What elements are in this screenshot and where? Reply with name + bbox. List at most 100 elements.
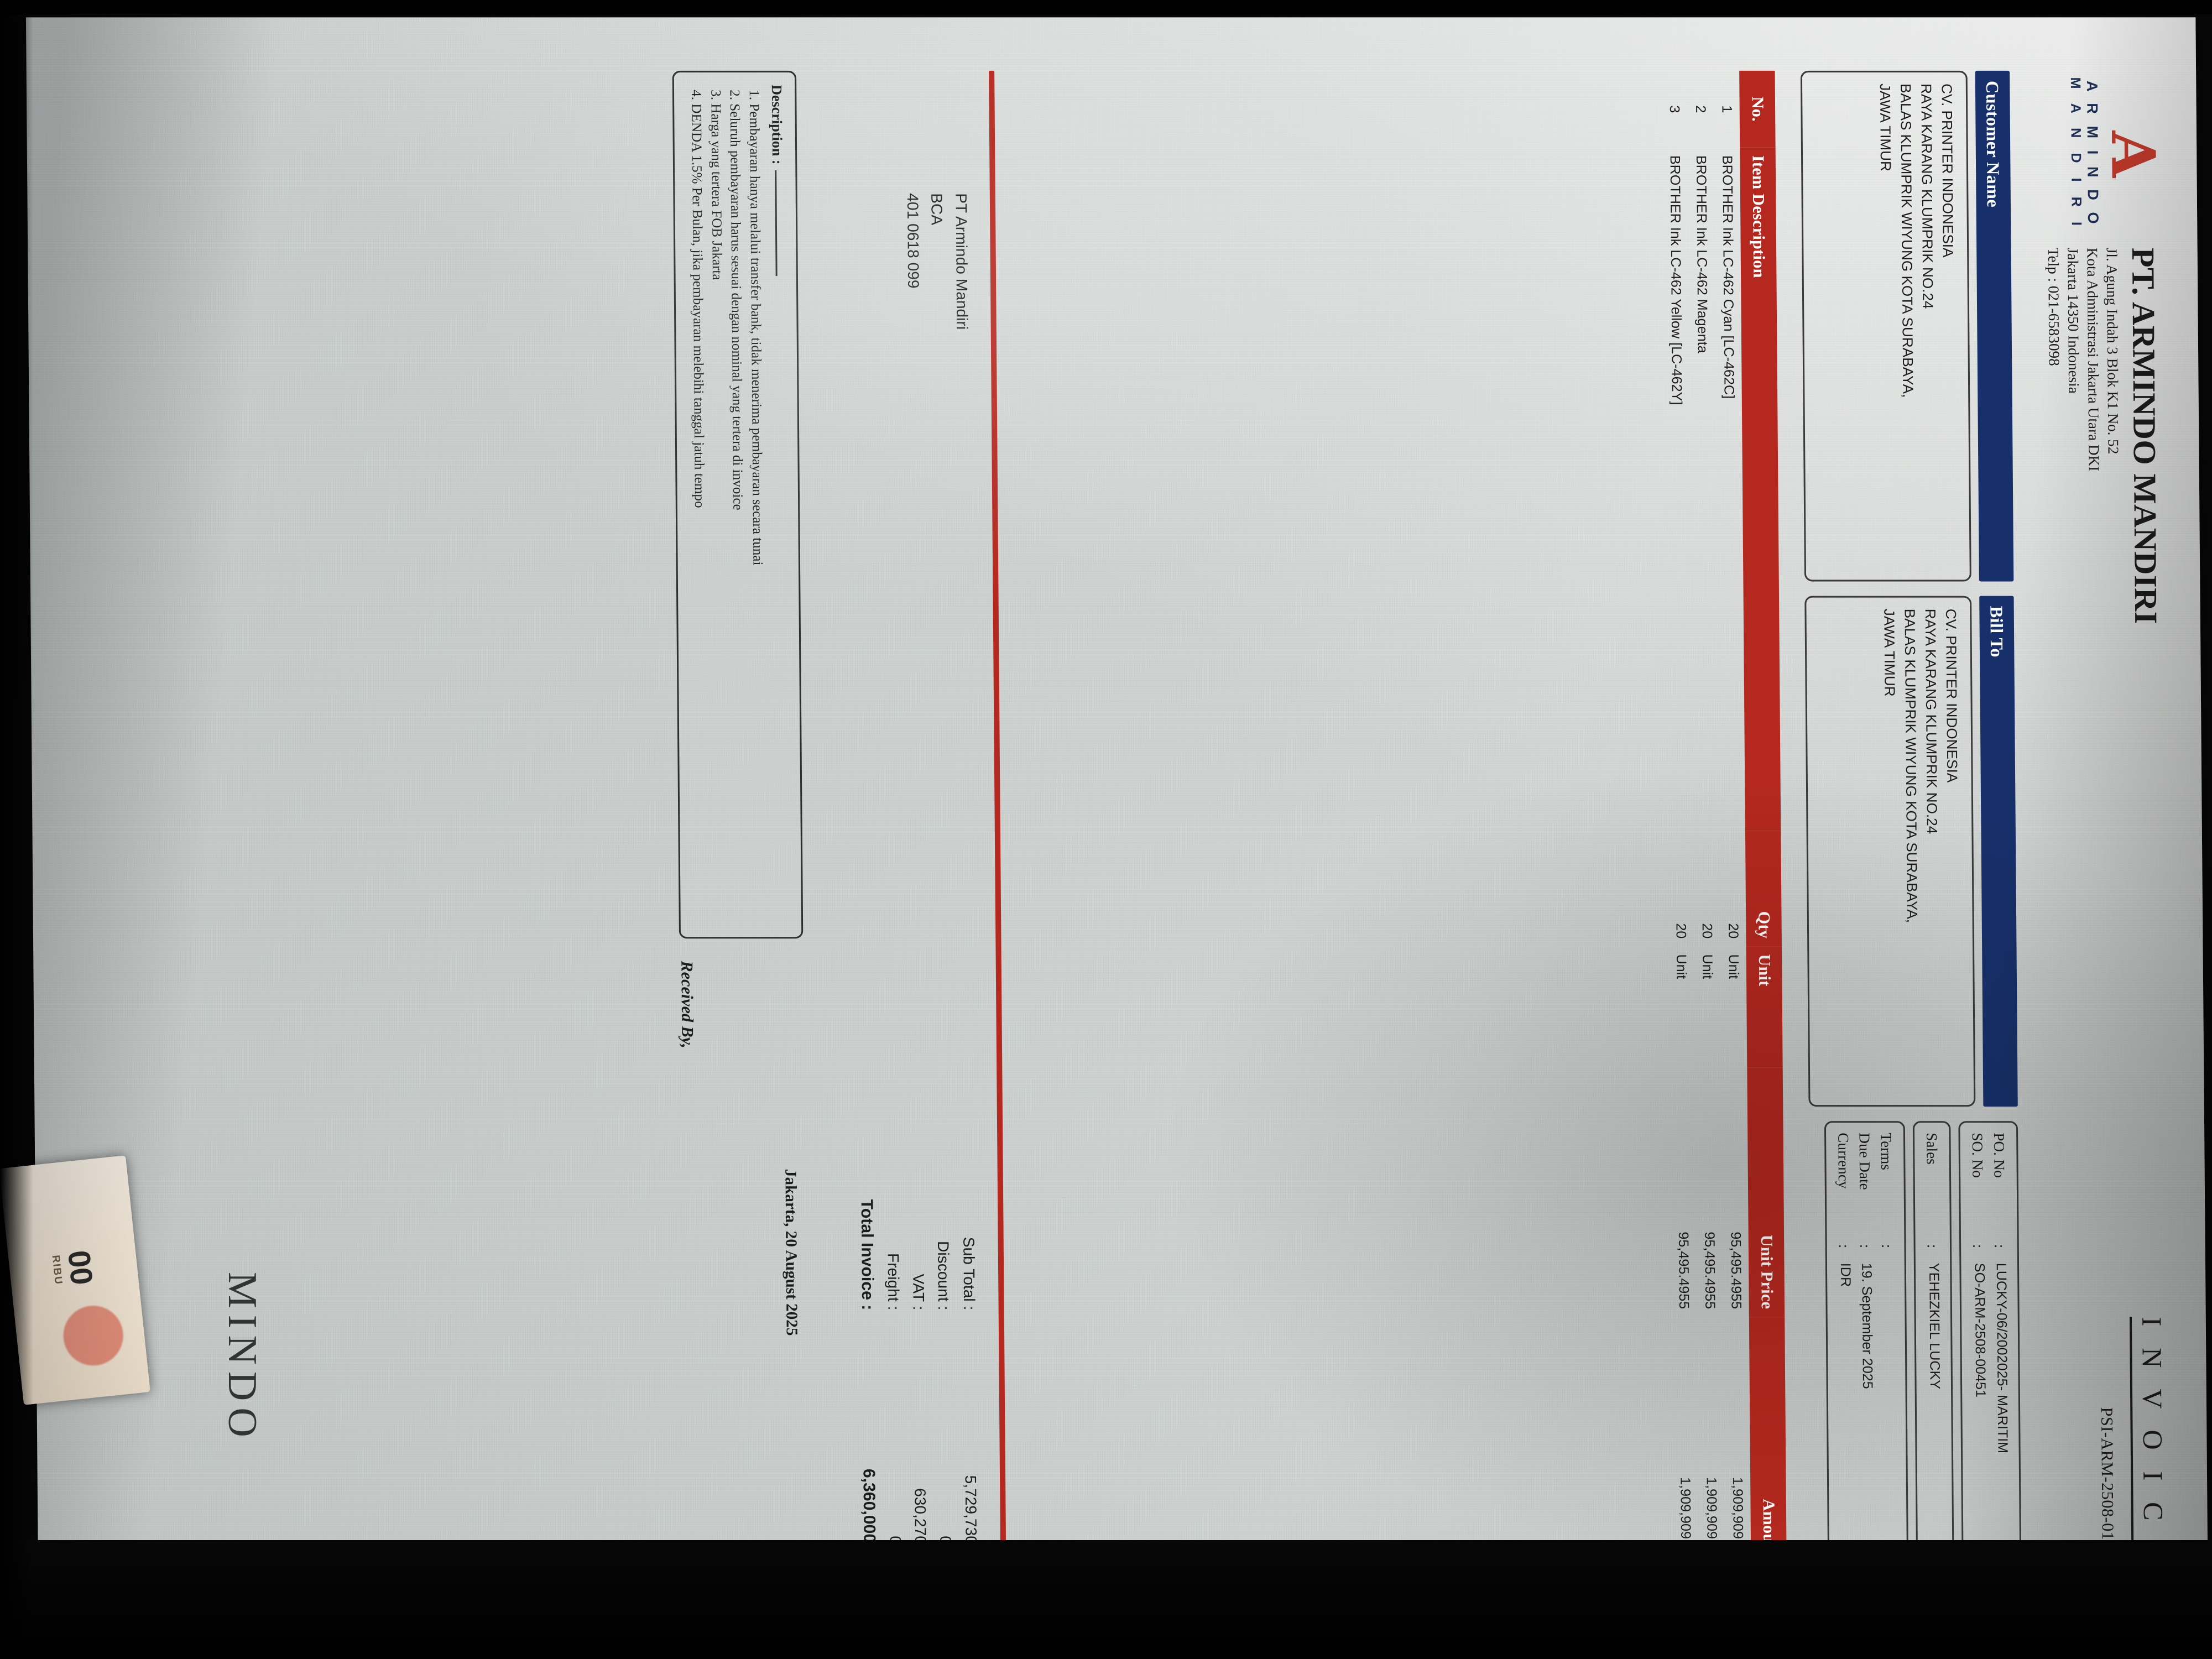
colon: :	[1991, 1244, 2008, 1249]
subtotal-label: Sub Total :	[959, 1237, 978, 1311]
sales-value: YEHEZKIEL LUCKY	[1926, 1262, 1943, 1390]
notes-heading: Description :	[768, 85, 785, 165]
total-row-subtotal: Sub Total : 5,729,730.00	[954, 977, 984, 1566]
th-unit: Unit	[1746, 946, 1783, 1068]
cell-unit: Unit	[1673, 954, 1689, 979]
cell-unit-price: 95,495.4955	[1675, 1232, 1692, 1310]
cell-unit: Unit	[1699, 954, 1715, 979]
so-number-label: SO. No	[1969, 1133, 1986, 1178]
bank-details: PT Armindo Mandiri BCA 401 0618 099	[844, 71, 976, 616]
billto-column: Bill To CV. PRINTER INDONESIA RAYA KARAN…	[1804, 596, 2018, 1107]
cell-qty: 20	[1699, 923, 1715, 939]
sales-label: Sales	[1923, 1133, 1940, 1165]
customer-line: JAWA TIMUR	[1876, 84, 1895, 171]
colon: :	[1924, 1244, 1941, 1249]
freight-value: 0.00	[881, 1327, 908, 1566]
billto-line: JAWA TIMUR	[1881, 608, 1898, 697]
photo-left-border	[0, 0, 33, 1659]
po-so-box: PO. No : LUCKY-06/2002025- MARITIM SO. N…	[1958, 1121, 2021, 1567]
customer-address-box: CV. PRINTER INDONESIA RAYA KARANG KLUMPR…	[1800, 70, 1971, 582]
cell-description: BROTHER Ink LC-462 Yellow [LC-462Y]	[1667, 155, 1684, 405]
line-items-table: No. Item Description Qty Unit Unit Price…	[994, 70, 1787, 1567]
invoice-title-block: I N V O I C E PSI-ARM-2508-01340	[2095, 1144, 2172, 1567]
received-by-label: Received By,	[677, 961, 697, 1048]
cell-qty: 20	[1673, 923, 1689, 939]
company-title: PT. ARMINDO MANDIRI	[2125, 247, 2164, 624]
total-invoice-value: 6,360,000.00	[859, 1468, 879, 1567]
cell-no: 2	[1692, 105, 1709, 113]
armindo-logo-icon: A	[2097, 131, 2168, 178]
terms-box: Terms : Due Date : 19. September 2025 Cu…	[1824, 1121, 1908, 1567]
company-address-block: PT. ARMINDO MANDIRI Jl. Agung Indah 3 Bl…	[2043, 238, 2169, 1144]
total-row-invoice: Total Invoice : 6,360,000.00	[851, 977, 883, 1566]
total-row-vat: VAT : 630,270.00	[903, 977, 933, 1567]
brand-line-2: M A N D I R I	[2067, 77, 2085, 232]
customer-line: BALAS KLUMPRIK WIYUNG KOTA SURABAYA,	[1897, 84, 1917, 398]
parties-section: Customer Name CV. PRINTER INDONESIA RAYA…	[1800, 70, 2021, 1567]
po-number-label: PO. No	[1990, 1133, 2008, 1178]
bill-to-header: Bill To	[1979, 596, 2018, 1107]
cell-description: BROTHER Ink LC-462 Magenta	[1693, 155, 1710, 353]
footer-section: Description : Pembayaran hanya melalui t…	[670, 70, 808, 1566]
due-date-value: 19. September 2025	[1859, 1262, 1876, 1389]
photo-top-border	[0, 0, 2212, 14]
due-date-label: Due Date	[1856, 1133, 1874, 1190]
billto-address-box: CV. PRINTER INDONESIA RAYA KARANG KLUMPR…	[1804, 596, 1975, 1107]
company-logo-block: A A R M I N D O M A N D I R I	[2067, 71, 2168, 238]
invoice-number: PSI-ARM-2508-01340	[2097, 1407, 2117, 1567]
customer-line: RAYA KARANG KLUMPRIK NO.24	[1917, 84, 1937, 309]
customer-name-header: Customer Name	[1975, 70, 2013, 582]
colon: :	[1857, 1244, 1874, 1249]
terms-value	[1876, 1263, 1900, 1554]
total-row-discount: Discount : 0.00	[928, 977, 958, 1566]
totals-column: Sub Total : 5,729,730.00 Discount : 0.00…	[851, 977, 984, 1566]
so-number-value: SO-ARM-2508-00451	[1971, 1262, 1989, 1398]
billto-line: BALAS KLUMPRIK WIYUNG KOTA SURABAYA,	[1901, 608, 1921, 924]
cell-amount: 1,909,909.91	[1703, 1477, 1720, 1558]
cell-amount: 1,909,909.91	[1729, 1477, 1746, 1558]
bank-beneficiary: PT Armindo Mandiri	[952, 193, 971, 330]
th-description: Item Description	[1739, 147, 1781, 831]
colon: :	[1970, 1244, 1987, 1249]
total-row-freight: Freight : 0.00	[878, 977, 908, 1566]
cell-unit: Unit	[1725, 954, 1741, 979]
th-unit-price: Unit Price	[1746, 1067, 1785, 1317]
stamp-value: 00	[61, 1248, 100, 1287]
discount-label: Discount :	[935, 1241, 953, 1311]
subtotal-value: 5,729,730.00	[962, 1475, 980, 1567]
billto-line: RAYA KARANG KLUMPRIK NO.24	[1922, 608, 1940, 834]
th-qty: Qty	[1745, 831, 1782, 947]
th-no: No.	[1739, 70, 1776, 148]
invoice-header: A A R M I N D O M A N D I R I PT. ARMIND…	[2042, 71, 2172, 1567]
colon: :	[1835, 1244, 1853, 1249]
cell-qty: 20	[1725, 923, 1741, 939]
totals-section: PT Armindo Mandiri BCA 401 0618 099 Sub …	[844, 71, 984, 1566]
cell-unit-price: 95,495.4955	[1701, 1232, 1718, 1310]
invoice-word: I N V O I C E	[2129, 1317, 2170, 1567]
th-amount: Amount	[1749, 1317, 1787, 1567]
colon: :	[1878, 1244, 1896, 1249]
notes-heading-rule	[774, 170, 778, 276]
place-and-date: Jakarta, 20 August 2025	[781, 1168, 801, 1336]
cell-description: BROTHER Ink LC-462 Cyan [LC-462C]	[1719, 155, 1737, 399]
description-notes-box: Description : Pembayaran hanya melalui t…	[672, 70, 803, 939]
po-number-value: LUCKY-06/2002025- MARITIM	[1993, 1262, 2011, 1454]
total-invoice-label: Total Invoice :	[857, 1199, 877, 1311]
invoice-meta-column: PO. No : LUCKY-06/2002025- MARITIM SO. N…	[1808, 1121, 2021, 1567]
cell-no: 3	[1666, 105, 1682, 113]
cell-unit-price: 95,495.4955	[1728, 1232, 1744, 1310]
signature-block: Jakarta, 20 August 2025 Received By,	[677, 938, 808, 1566]
photo-bottom-border	[0, 1540, 2212, 1659]
vat-value: 630,270.00	[911, 1488, 930, 1567]
customer-line: CV. PRINTER INDONESIA	[1938, 84, 1957, 258]
cell-no: 1	[1719, 105, 1735, 113]
terms-label: Terms	[1877, 1133, 1895, 1170]
sales-box: Sales : YEHEZKIEL LUCKY	[1912, 1121, 1954, 1567]
handwritten-signature: MINDO	[220, 1272, 265, 1444]
discount-value: 0.00	[931, 1327, 958, 1566]
currency-label: Currency	[1835, 1133, 1853, 1189]
table-blank-space	[994, 71, 1672, 1566]
vat-label: VAT :	[910, 1274, 927, 1311]
cell-amount: 1,909,909.91	[1677, 1477, 1694, 1558]
